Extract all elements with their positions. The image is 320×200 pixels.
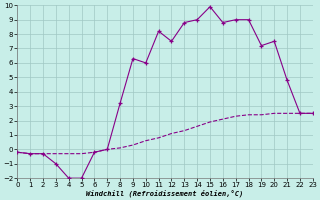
X-axis label: Windchill (Refroidissement éolien,°C): Windchill (Refroidissement éolien,°C): [86, 190, 244, 197]
